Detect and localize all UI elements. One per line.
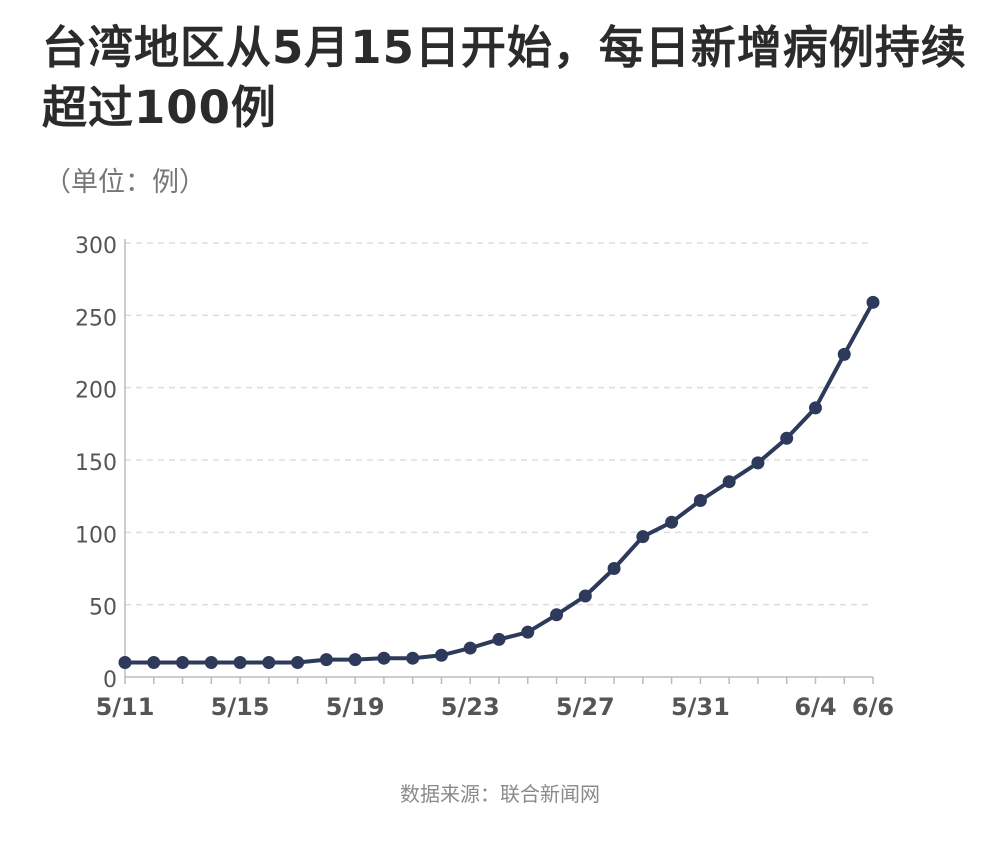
y-tick-label: 50 (89, 596, 117, 621)
x-tick-label: 5/15 (211, 693, 270, 721)
data-point (348, 653, 362, 667)
y-tick-label: 100 (75, 523, 117, 548)
data-point (291, 656, 305, 670)
data-point (607, 562, 621, 575)
data-point (492, 632, 506, 646)
data-point (233, 656, 247, 670)
data-point (434, 648, 448, 662)
chart-title: 台湾地区从5月15日开始，每日新增病例持续超过100例 (42, 21, 967, 134)
y-tick-label: 250 (75, 306, 117, 331)
y-tick-label: 200 (75, 379, 117, 404)
data-point (550, 608, 564, 622)
source-note: 数据来源：联合新闻网 (400, 782, 600, 806)
unit-label: （单位：例） (44, 167, 206, 198)
data-point (118, 656, 132, 670)
x-tick-label: 5/23 (441, 693, 500, 721)
x-tick-label: 5/11 (96, 693, 155, 721)
data-point (406, 651, 420, 665)
data-point (463, 641, 477, 655)
data-point (722, 475, 736, 489)
x-tick-label: 6/4 (794, 693, 836, 721)
data-point (837, 347, 851, 361)
data-point (204, 656, 218, 670)
data-point (780, 431, 794, 445)
data-point (578, 589, 592, 603)
x-tick-label: 5/19 (326, 693, 385, 721)
data-point (521, 625, 535, 639)
y-tick-label: 150 (75, 451, 117, 476)
data-point (636, 530, 650, 544)
data-point (262, 656, 276, 670)
data-point (866, 295, 880, 309)
x-tick-label: 6/6 (852, 693, 894, 721)
x-tick-label: 5/27 (556, 693, 615, 721)
y-tick-label: 0 (103, 668, 117, 693)
data-point (319, 653, 333, 667)
data-point (751, 456, 765, 470)
data-point (693, 494, 707, 508)
x-tick-label: 5/31 (671, 693, 730, 721)
data-point (377, 651, 391, 665)
data-point (665, 515, 679, 529)
data-point (808, 401, 822, 415)
data-point (176, 656, 190, 670)
data-point (147, 656, 161, 670)
line-chart: 0 50 100 150 200 250 300 5/11 5/15 5/19 5/23 5/27 5/… (75, 234, 894, 721)
y-tick-label: 300 (75, 234, 117, 259)
series-line (123, 300, 875, 665)
